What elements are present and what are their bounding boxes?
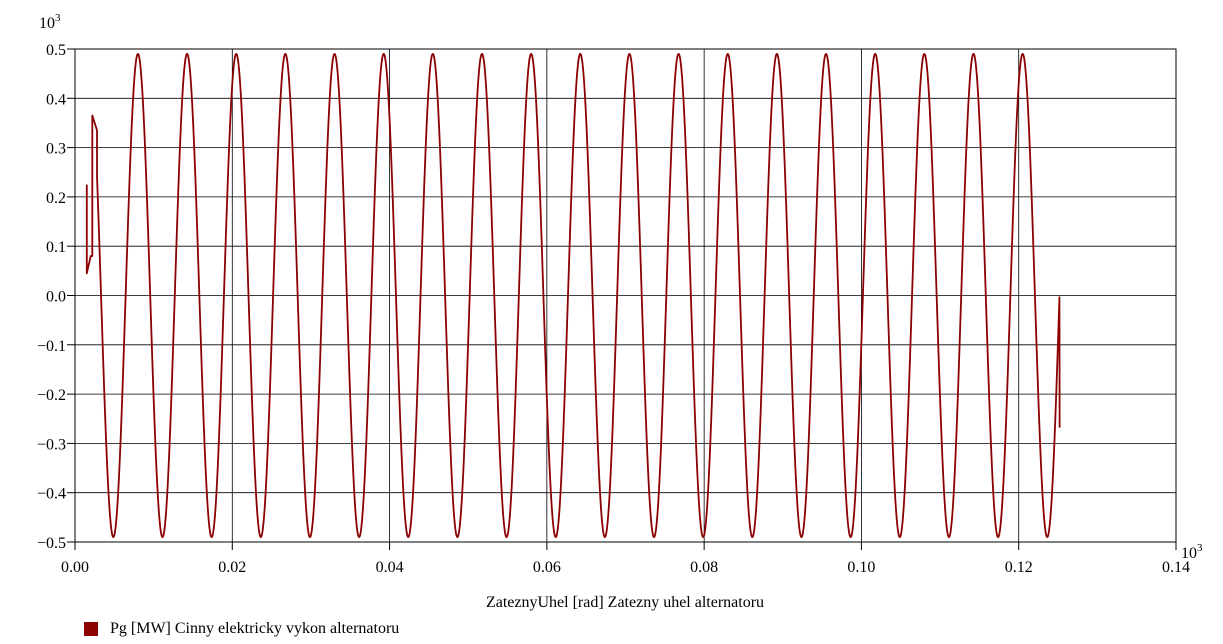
x-tick-label: 0.00 [61,559,89,576]
y-tick-label: −0.4 [37,486,66,503]
x-tick-label: 0.02 [218,559,246,576]
x-tick-label: 0.08 [690,559,718,576]
y-tick-label: 0.1 [46,239,66,256]
legend-swatch [84,622,98,636]
ticks [67,48,1177,550]
x-tick-label: 0.04 [376,559,404,576]
legend: Pg [MW] Cinny elektricky vykon alternato… [84,620,399,638]
y-tick-label: 0.3 [46,141,66,158]
chart: 0.5 0.4 0.3 0.2 0.1 0.0 −0.1 −0.2 −0.3 −0.4 −0.5 0.… [37,12,1203,611]
y-tick-label: −0.1 [37,338,66,355]
y-tick-label: −0.2 [37,387,66,404]
x-tick-label: 0.10 [847,559,875,576]
x-multiplier: 103 [1181,542,1203,562]
y-tick-label: −0.5 [37,535,66,552]
series-layer [85,53,1061,538]
y-tick-label: 0.2 [46,190,66,207]
x-tick-label: 0.14 [1162,559,1190,576]
y-multiplier: 103 [39,12,61,32]
x-axis-title: ZateznyUhel [rad] Zatezny uhel alternato… [486,594,764,611]
series-line [85,53,1061,538]
tick-labels: 0.5 0.4 0.3 0.2 0.1 0.0 −0.1 −0.2 −0.3 −0.4 −0.5 0.… [37,42,1190,576]
y-tick-label: −0.3 [37,436,66,453]
x-tick-label: 0.06 [533,559,561,576]
y-tick-label: 0.0 [46,289,66,306]
y-tick-label: 0.5 [46,42,66,59]
grid [75,49,1176,542]
x-tick-label: 0.12 [1005,559,1033,576]
plot-frame [74,48,1177,543]
y-tick-label: 0.4 [46,91,66,108]
legend-label: Pg [MW] Cinny elektricky vykon alternato… [110,620,400,637]
